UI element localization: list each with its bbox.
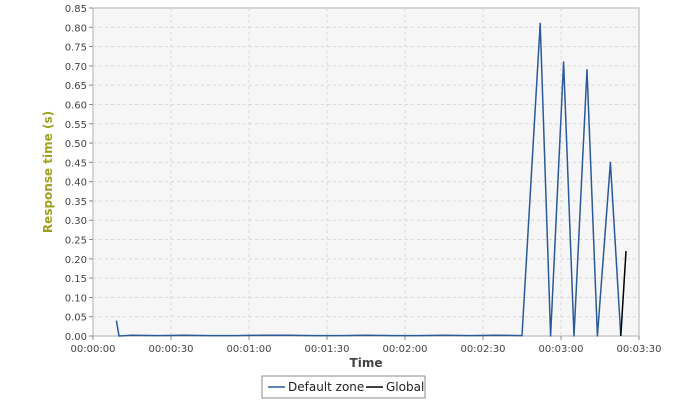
y-tick-label: 0.85	[65, 4, 87, 15]
y-tick-label: 0.15	[65, 274, 87, 285]
y-tick-label: 0.25	[65, 236, 87, 247]
x-tick-label: 00:03:30	[617, 344, 662, 355]
y-axis-title: Response time (s)	[41, 111, 55, 233]
x-tick-label: 00:01:00	[227, 344, 272, 355]
y-tick-label: 0.70	[65, 62, 87, 73]
y-tick-label: 0.05	[65, 313, 87, 324]
x-tick-label: 00:00:30	[149, 344, 194, 355]
y-tick-label: 0.00	[65, 332, 87, 343]
series-layer	[115, 22, 627, 337]
y-tick-label: 0.35	[65, 197, 87, 208]
plot-area	[92, 7, 640, 337]
y-tick-label: 0.55	[65, 120, 87, 131]
grid-layer	[93, 8, 639, 336]
y-tick-label: 0.45	[65, 158, 87, 169]
y-tick-label: 0.40	[65, 178, 87, 189]
y-tick-label: 0.10	[65, 293, 87, 304]
series-line-global	[620, 251, 627, 337]
y-tick-label: 0.50	[65, 139, 87, 150]
legend-label-default-zone: Default zone	[288, 380, 364, 394]
y-tick-label: 0.75	[65, 43, 87, 54]
legend-label-global: Global	[386, 380, 424, 394]
tick-layer: 0.00 0.05 0.10 0.15 0.20 0.25 0.30 0.35 0.40 0.45…	[65, 4, 662, 355]
series-line-default-zone	[115, 22, 622, 337]
x-tick-label: 00:00:00	[71, 344, 116, 355]
y-tick-label: 0.60	[65, 100, 87, 111]
x-tick-label: 00:02:00	[383, 344, 428, 355]
legend: Default zone Global	[261, 375, 426, 399]
y-tick-label: 0.20	[65, 255, 87, 266]
x-tick-label: 00:01:30	[305, 344, 350, 355]
x-axis-title: Time	[350, 356, 383, 370]
y-tick-label: 0.30	[65, 216, 87, 227]
y-tick-label: 0.80	[65, 23, 87, 34]
y-tick-label: 0.65	[65, 81, 87, 92]
x-tick-label: 00:02:30	[461, 344, 506, 355]
legend-box	[261, 375, 426, 399]
x-tick-label: 00:03:00	[539, 344, 584, 355]
